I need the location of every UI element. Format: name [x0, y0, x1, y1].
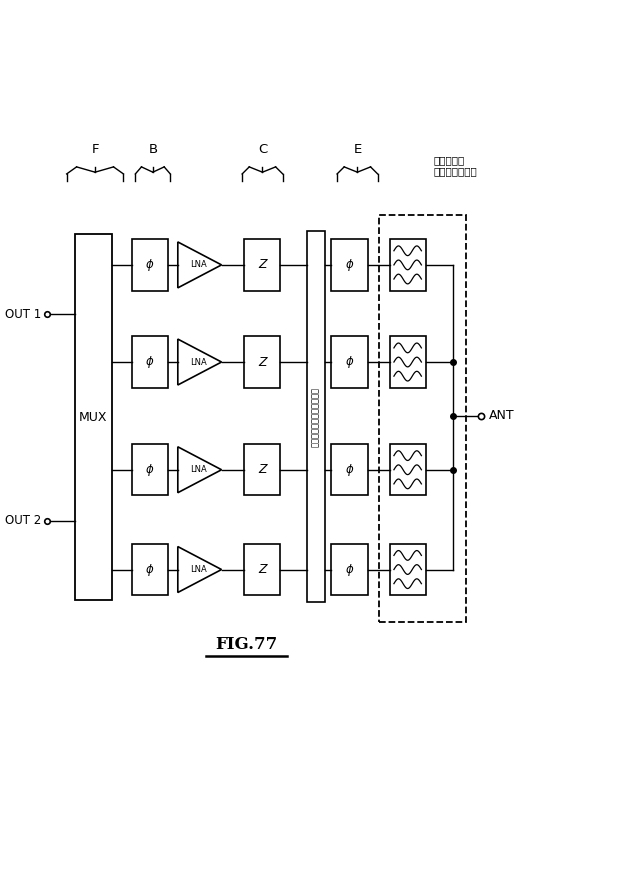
Text: B: B	[148, 143, 157, 156]
Bar	[332, 336, 368, 388]
Bar	[332, 239, 368, 291]
Bar	[75, 234, 112, 600]
Text: フィルタ／
マルチプレクサ: フィルタ／ マルチプレクサ	[434, 155, 477, 177]
Bar	[390, 336, 426, 388]
Text: F: F	[92, 143, 99, 156]
Bar	[244, 239, 280, 291]
Text: Z: Z	[258, 259, 266, 271]
Bar	[379, 215, 467, 622]
Text: $\phi$: $\phi$	[345, 462, 355, 478]
Text: Z: Z	[258, 464, 266, 476]
Text: OUT 2: OUT 2	[5, 515, 42, 527]
Polygon shape	[178, 242, 221, 288]
Bar	[390, 444, 426, 495]
Polygon shape	[178, 339, 221, 385]
Bar	[132, 336, 168, 388]
Text: $\phi$: $\phi$	[345, 257, 355, 273]
Polygon shape	[178, 447, 221, 493]
Text: $\phi$: $\phi$	[345, 562, 355, 577]
Bar	[332, 444, 368, 495]
Bar	[132, 544, 168, 595]
Bar	[244, 336, 280, 388]
Text: Z: Z	[258, 563, 266, 576]
Text: LNA: LNA	[191, 465, 207, 474]
Bar	[307, 231, 324, 602]
Text: E: E	[353, 143, 362, 156]
Text: ANT: ANT	[489, 410, 515, 422]
Text: LNA: LNA	[191, 565, 207, 574]
Bar	[332, 544, 368, 595]
Text: $\phi$: $\phi$	[145, 257, 154, 273]
Text: LNA: LNA	[191, 358, 207, 366]
Bar	[132, 444, 168, 495]
Text: LNA: LNA	[191, 260, 207, 269]
Text: MUX: MUX	[79, 411, 108, 424]
Bar	[244, 544, 280, 595]
Text: $\phi$: $\phi$	[145, 354, 154, 370]
Text: Z: Z	[258, 356, 266, 368]
Text: $\phi$: $\phi$	[345, 354, 355, 370]
Bar	[132, 239, 168, 291]
Text: $\phi$: $\phi$	[145, 462, 154, 478]
Polygon shape	[178, 547, 221, 592]
Bar	[244, 444, 280, 495]
Bar	[390, 239, 426, 291]
Text: OUT 1: OUT 1	[5, 308, 42, 321]
Text: C: C	[258, 143, 267, 156]
Bar	[390, 544, 426, 595]
Text: $\phi$: $\phi$	[145, 562, 154, 577]
Text: スイッチングネットワーク: スイッチングネットワーク	[311, 387, 321, 447]
Text: FIG.77: FIG.77	[216, 636, 278, 653]
